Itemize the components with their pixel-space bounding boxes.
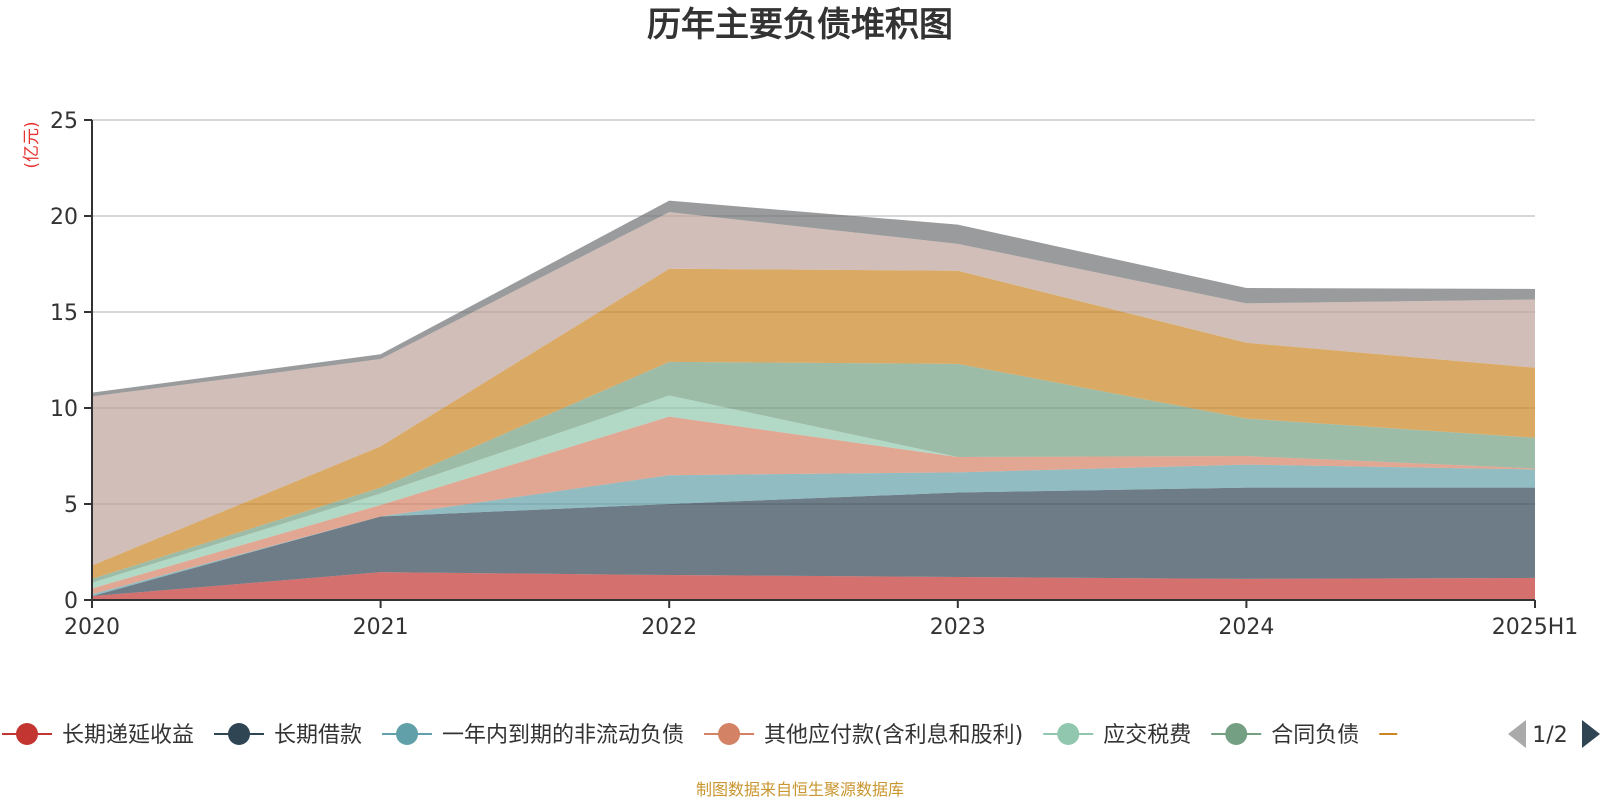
legend-marker-icon	[228, 723, 251, 745]
area-series-2	[92, 487, 1535, 597]
area-series-7	[92, 268, 1535, 579]
legend-next-page-icon[interactable]	[1582, 720, 1600, 748]
x-tick-label: 2022	[641, 615, 697, 640]
y-tick-label: 10	[50, 397, 78, 422]
legend-item-2[interactable]: 长期借款	[214, 723, 362, 748]
legend-label: 长期借款	[274, 723, 362, 748]
legend-label: 一年内到期的非流动负债	[442, 723, 684, 748]
area-series-1	[92, 572, 1535, 600]
legend-item-1[interactable]: 长期递延收益	[2, 723, 194, 748]
legend-marker-icon	[1057, 723, 1080, 745]
y-tick-label: 25	[50, 109, 78, 134]
legend-marker-icon	[1225, 723, 1248, 745]
y-axis-unit-label: (亿元)	[22, 121, 42, 168]
area-series-5	[92, 395, 1535, 589]
legend-item-4[interactable]: 其他应付款(含利息和股利)	[704, 723, 1023, 748]
legend-item-6[interactable]: 合同负债	[1211, 723, 1359, 748]
legend-item-3[interactable]: 一年内到期的非流动负债	[382, 723, 684, 748]
area-series-8	[92, 212, 1535, 566]
legend-marker-icon	[396, 723, 419, 745]
x-tick-label: 2020	[64, 615, 120, 640]
x-tick-label: 2025H1	[1492, 615, 1579, 640]
legend-item-5[interactable]: 应交税费	[1043, 723, 1191, 748]
y-tick-label: 5	[64, 493, 78, 518]
area-series-group	[92, 200, 1535, 600]
area-series-4	[92, 416, 1535, 595]
axes: 0 5 10 15 20 25 2020 2021 2022 2023 2024 2025H1	[50, 109, 1578, 640]
x-tick-label: 2021	[353, 615, 409, 640]
legend: 长期递延收益 长期借款 一年内到期的非流动负债 其他应付款(含利息和股利) 应交税费 合同…	[2, 723, 1398, 748]
x-tick-label: 2024	[1218, 615, 1274, 640]
legend-label: 长期递延收益	[62, 723, 194, 748]
legend-label: 其他应付款(含利息和股利)	[764, 723, 1023, 748]
area-series-3	[92, 464, 1535, 597]
y-tick-label: 20	[50, 205, 78, 230]
area-series-6	[92, 361, 1535, 583]
area-series-9	[92, 200, 1535, 397]
legend-label: 应交税费	[1103, 723, 1191, 748]
legend-marker-icon	[16, 723, 38, 745]
y-tick-label: 15	[50, 301, 78, 326]
legend-page-indicator: 1/2	[1532, 723, 1567, 748]
data-source-footer: 制图数据来自恒生聚源数据库	[696, 780, 904, 799]
legend-pager: 1/2	[1508, 720, 1600, 748]
x-tick-label: 2023	[930, 615, 986, 640]
chart-title: 历年主要负债堆积图	[647, 5, 953, 45]
y-tick-label: 0	[64, 589, 78, 614]
legend-prev-page-icon[interactable]	[1508, 720, 1526, 748]
legend-label: 合同负债	[1271, 723, 1359, 748]
legend-marker-icon	[718, 723, 741, 745]
